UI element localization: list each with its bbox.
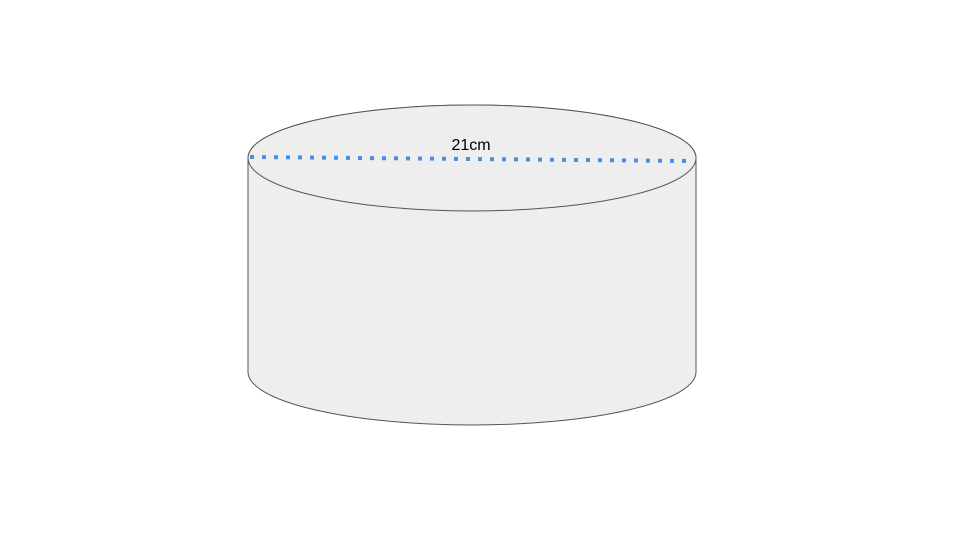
diameter-label: 21cm: [451, 137, 490, 154]
cylinder-top-face: [247, 104, 697, 212]
diameter-line: [249, 155, 691, 163]
